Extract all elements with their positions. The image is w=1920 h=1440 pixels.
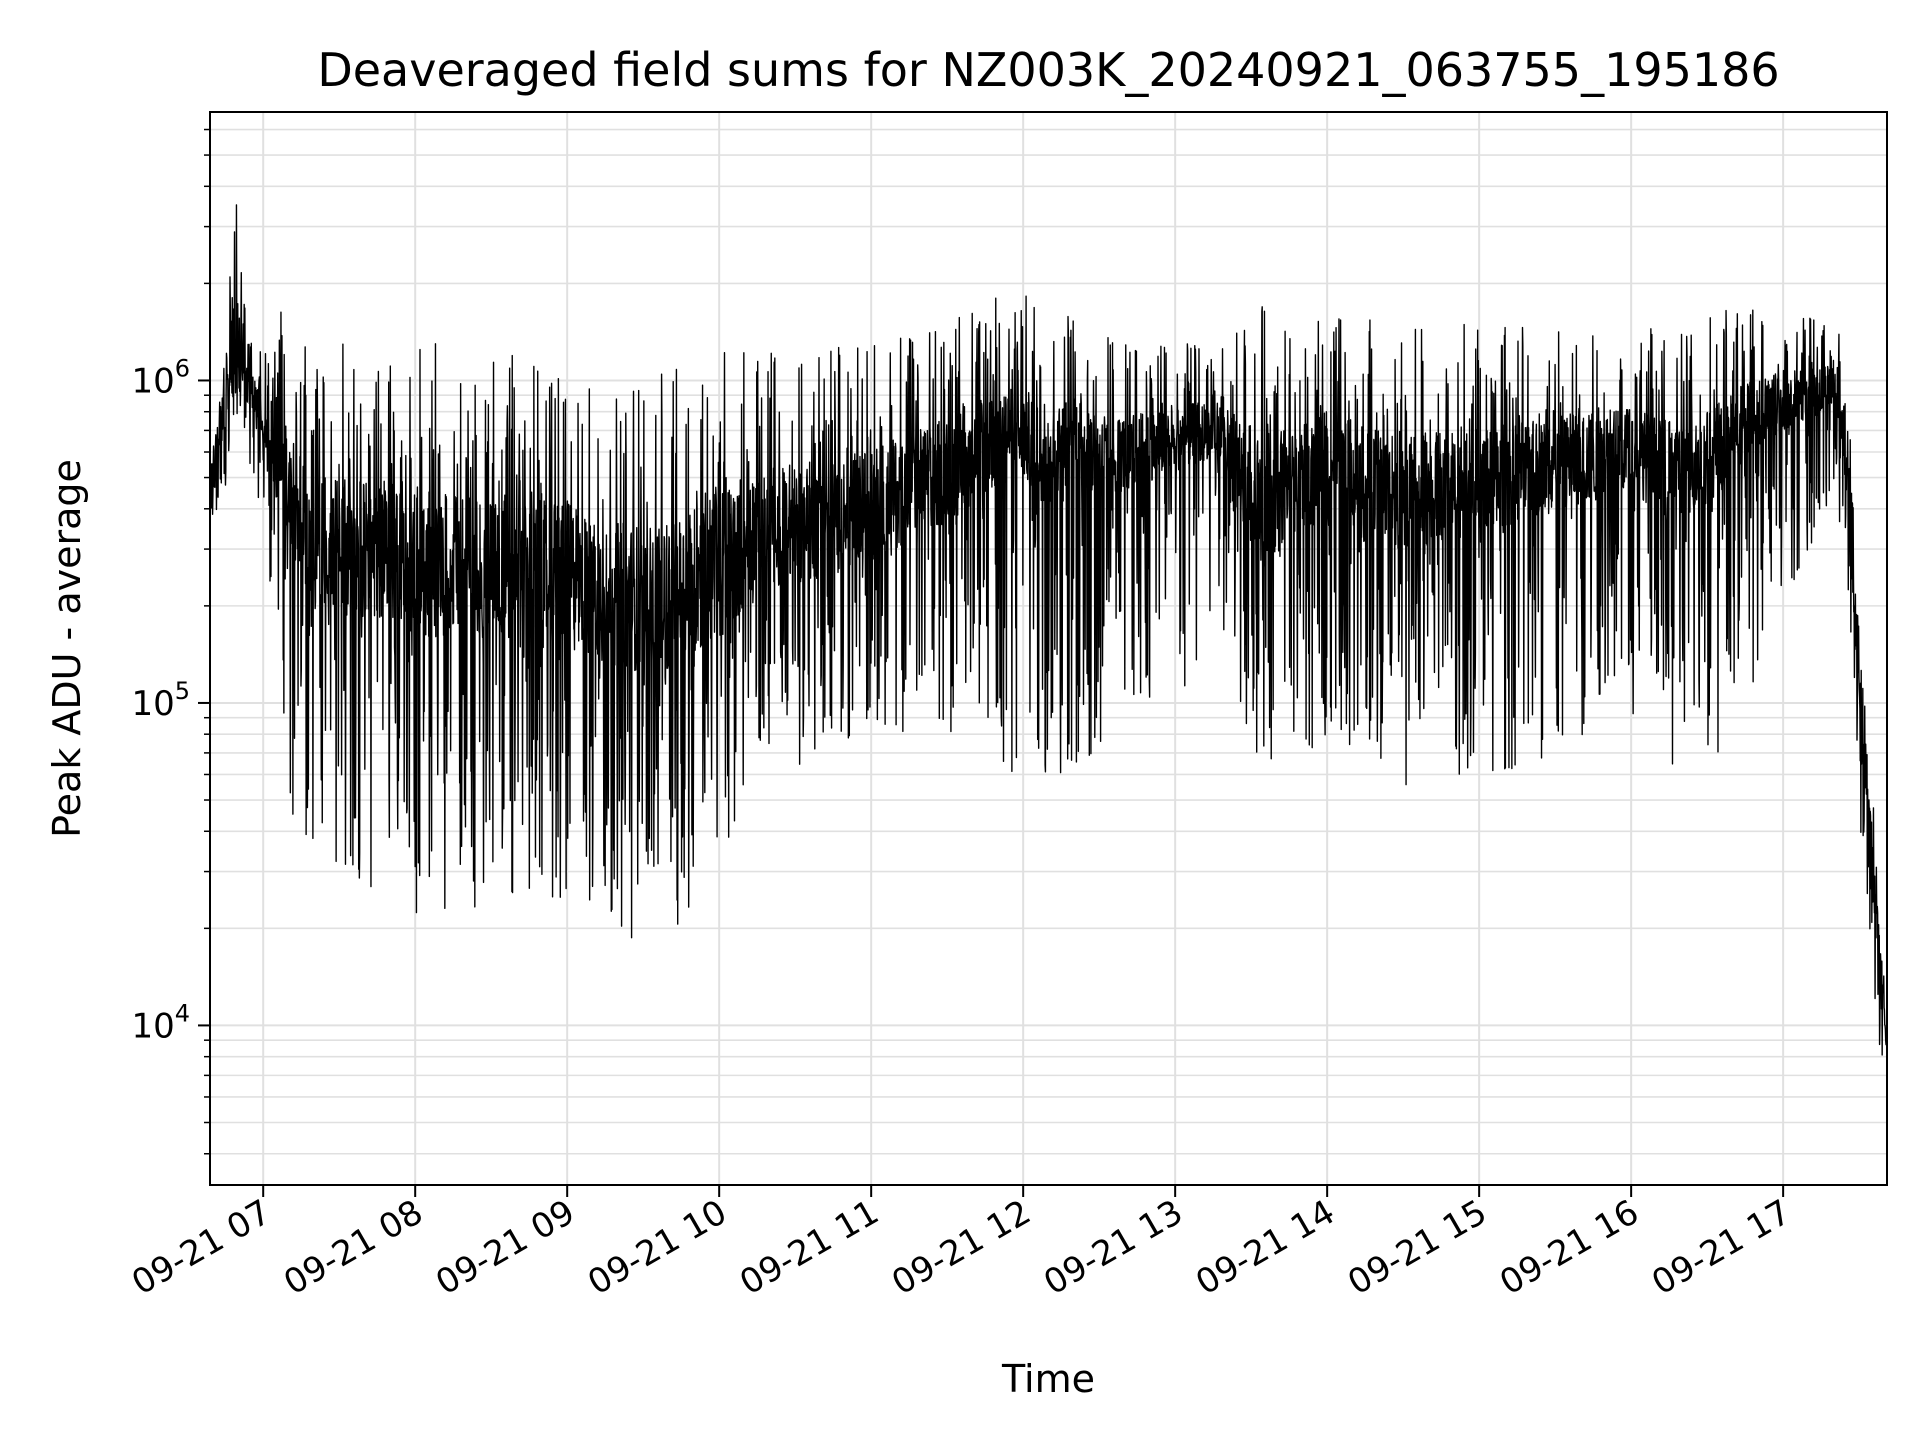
- chart-title: Deaveraged field sums for NZ003K_2024092…: [317, 43, 1779, 97]
- y-tick-label: 104: [131, 999, 190, 1046]
- series-layer: [210, 204, 1887, 1056]
- series-line: [210, 204, 1887, 1056]
- y-tick-label: 106: [131, 354, 190, 401]
- y-axis-label: Peak ADU - average: [45, 459, 89, 838]
- x-axis-label: Time: [1001, 1357, 1095, 1401]
- plot-frame: [209, 111, 1888, 1186]
- y-tick-label: 105: [131, 677, 190, 724]
